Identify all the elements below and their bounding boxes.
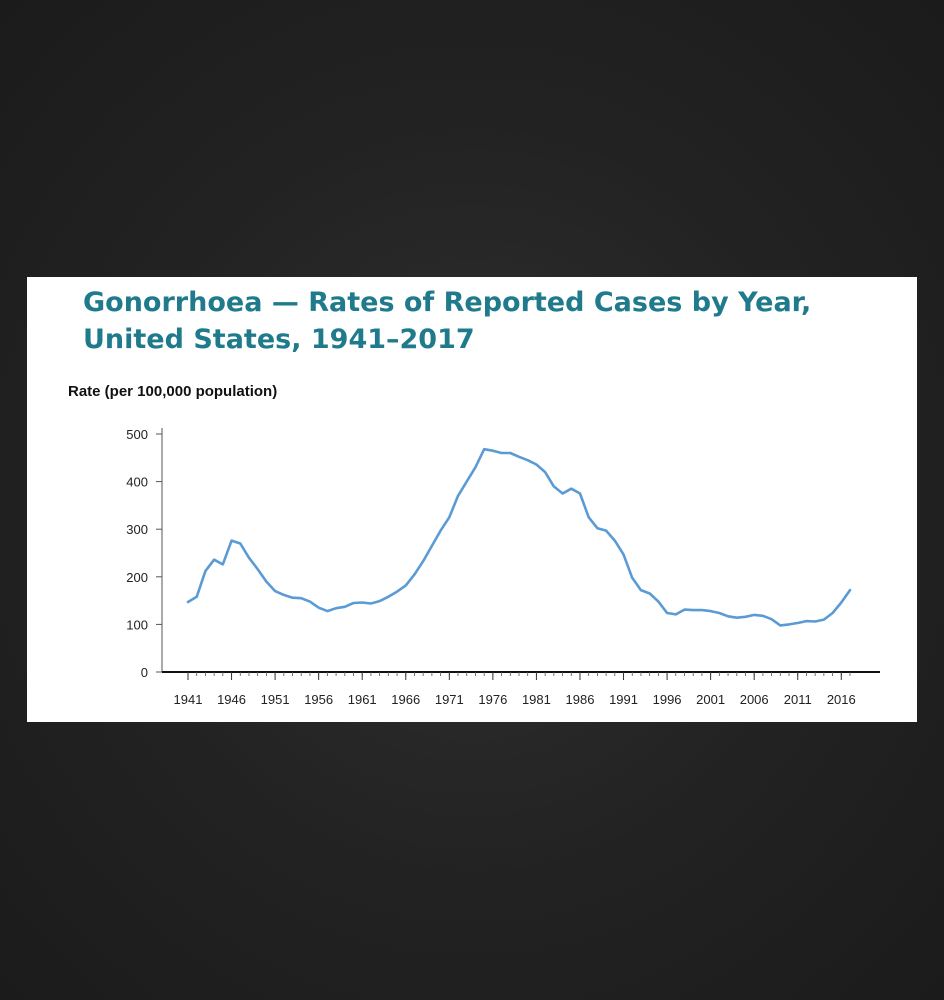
- x-tick-label-2016: 2016: [827, 692, 856, 707]
- y-tick-label-300: 300: [126, 522, 148, 537]
- y-tick-label-200: 200: [126, 570, 148, 585]
- x-tick-label-1946: 1946: [217, 692, 246, 707]
- x-tick-label-1986: 1986: [566, 692, 595, 707]
- x-tick-label-1956: 1956: [304, 692, 333, 707]
- series-line-0: [186, 447, 852, 627]
- slide-title-line-2: United States, 1941–2017: [83, 324, 475, 355]
- x-tick-label-1961: 1961: [348, 692, 377, 707]
- x-tick-label-1941: 1941: [174, 692, 203, 707]
- line-chart: 0 100 200 300 400 500 1941 1946 1951 1956 1961 1966…: [126, 427, 880, 707]
- x-tick-label-1976: 1976: [478, 692, 507, 707]
- slide-title: Gonorrhoea — Rates of Reported Cases by …: [83, 284, 883, 358]
- x-tick-label-1951: 1951: [261, 692, 290, 707]
- x-tick-label-2001: 2001: [696, 692, 725, 707]
- x-tick-label-1966: 1966: [391, 692, 420, 707]
- x-tick-label-1991: 1991: [609, 692, 638, 707]
- y-tick-label-400: 400: [126, 475, 148, 490]
- slide-title-line-1: Gonorrhoea — Rates of Reported Cases by …: [83, 287, 812, 318]
- x-tick-label-2006: 2006: [740, 692, 769, 707]
- slide-panel: Gonorrhoea — Rates of Reported Cases by …: [27, 277, 917, 722]
- y-tick-label-100: 100: [126, 617, 148, 632]
- y-tick-label-0: 0: [141, 665, 148, 680]
- x-tick-label-1996: 1996: [653, 692, 682, 707]
- x-tick-label-1981: 1981: [522, 692, 551, 707]
- y-axis-label: Rate (per 100,000 population): [68, 383, 278, 400]
- x-tick-label-1971: 1971: [435, 692, 464, 707]
- x-tick-label-2011: 2011: [784, 692, 812, 707]
- y-tick-label-500: 500: [126, 427, 148, 442]
